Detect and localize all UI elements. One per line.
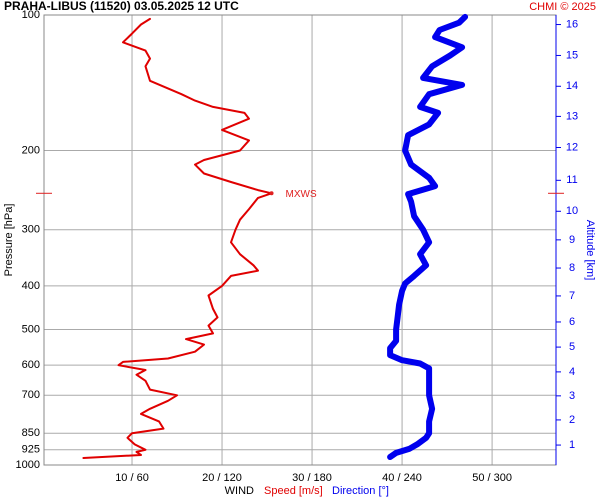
y2-tick-label: 15 — [566, 49, 578, 61]
credit: CHMI © 2025 — [529, 1, 596, 13]
y2-tick-label: 13 — [566, 110, 578, 122]
y-tick-label: 700 — [22, 389, 40, 401]
y2-axis-label: Altitude [km] — [584, 220, 596, 281]
y-tick-label: 400 — [22, 280, 40, 292]
chart-title: PRAHA-LIBUS (11520) 03.05.2025 12 UTC — [4, 0, 239, 13]
legend-entry: Direction [°] — [332, 485, 389, 497]
y2-tick-label: 7 — [569, 290, 575, 302]
x-tick-label: 30 / 180 — [292, 472, 332, 484]
y2-tick-label: 4 — [569, 366, 575, 378]
y2-tick-label: 8 — [569, 262, 575, 274]
y-tick-label: 850 — [22, 427, 40, 439]
annotation-label: MXWS — [286, 189, 317, 200]
series-line — [387, 13, 469, 460]
y-tick-label: 925 — [22, 444, 40, 456]
x-tick-label: 20 / 120 — [202, 472, 242, 484]
y-tick-label: 1000 — [16, 459, 40, 471]
series-line — [82, 17, 273, 459]
x-tick-label: 50 / 300 — [472, 472, 512, 484]
y2-tick-label: 16 — [566, 18, 578, 30]
y-tick-label: 200 — [22, 144, 40, 156]
y-tick-label: 100 — [22, 9, 40, 21]
y-tick-label: 500 — [22, 323, 40, 335]
y-tick-label: 300 — [22, 224, 40, 236]
y2-tick-label: 2 — [569, 414, 575, 426]
annotation-point — [269, 191, 274, 196]
x-tick-label: 10 / 60 — [115, 472, 149, 484]
y-tick-label: 600 — [22, 359, 40, 371]
y2-tick-label: 14 — [566, 80, 578, 92]
y-axis-label: Pressure [hPa] — [3, 204, 15, 277]
y2-tick-label: 12 — [566, 141, 578, 153]
y2-tick-label: 5 — [569, 341, 575, 353]
y2-tick-label: 6 — [569, 316, 575, 328]
legend-entry: Speed [m/s] — [264, 485, 323, 497]
y2-tick-label: 9 — [569, 234, 575, 246]
y2-tick-label: 3 — [569, 390, 575, 402]
y2-tick-label: 10 — [566, 205, 578, 217]
y2-tick-label: 11 — [566, 174, 577, 186]
x-axis-label: WIND — [225, 485, 254, 497]
x-tick-label: 40 / 240 — [382, 472, 422, 484]
y2-tick-label: 1 — [569, 439, 575, 451]
